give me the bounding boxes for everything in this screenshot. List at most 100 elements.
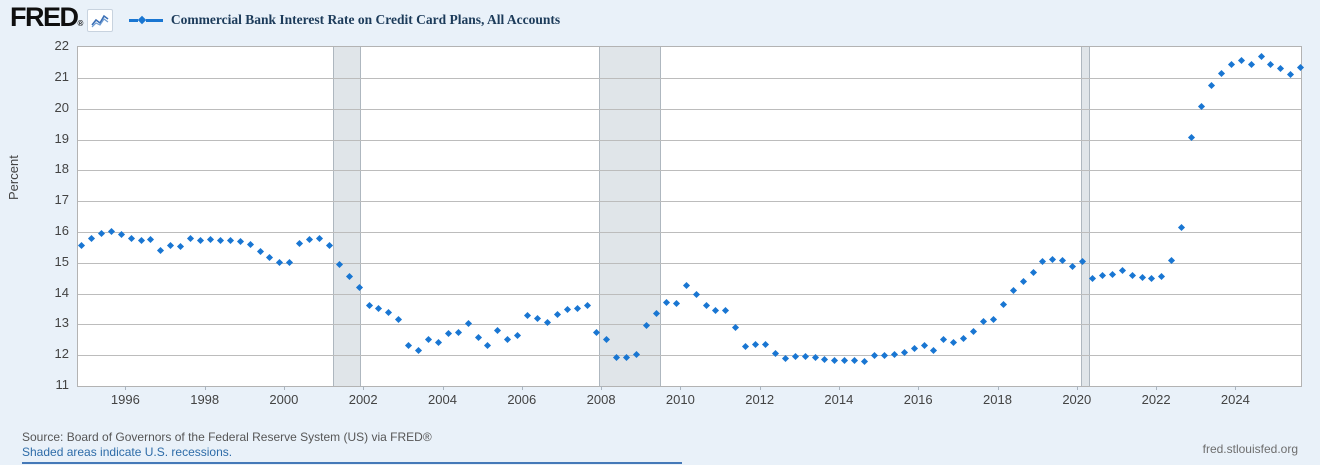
horizontal-gridline [78, 262, 1301, 264]
data-point [1039, 258, 1047, 266]
x-axis-tick-label: 1998 [190, 392, 220, 407]
x-axis-tick [759, 386, 761, 390]
data-point [1029, 268, 1037, 276]
x-axis-tick [1156, 386, 1158, 390]
horizontal-gridline [78, 324, 1301, 326]
data-point [1237, 57, 1245, 65]
x-axis-tick [680, 386, 682, 390]
horizontal-gridline [78, 170, 1301, 172]
y-axis-tick-label: 15 [54, 253, 69, 269]
data-point [1297, 63, 1305, 71]
data-point [841, 357, 849, 365]
data-point [880, 352, 888, 360]
y-axis-tick-label: 22 [54, 38, 69, 53]
recession-band [332, 47, 361, 386]
data-point [751, 340, 760, 348]
data-point [177, 242, 185, 250]
x-axis-tick-label: 2000 [269, 392, 299, 407]
data-point [256, 248, 264, 256]
data-point [375, 304, 383, 312]
x-axis-tick-label: 2002 [348, 392, 378, 407]
data-point [286, 259, 294, 267]
data-point [266, 253, 274, 261]
series-legend-marker [128, 15, 163, 25]
x-axis-tick [918, 386, 920, 390]
data-point [1227, 61, 1235, 69]
fred-logo[interactable]: FRED® [10, 1, 84, 38]
x-axis-tick-label: 2004 [428, 392, 457, 407]
data-point [1088, 275, 1097, 283]
legend-line-left [128, 18, 138, 22]
x-axis-tick [521, 386, 523, 390]
data-point [1267, 61, 1275, 69]
y-axis-tick-label: 14 [54, 284, 69, 300]
x-axis-tick [442, 386, 444, 390]
x-axis-tick [283, 386, 285, 390]
data-point [890, 350, 898, 358]
legend-line-right [145, 18, 163, 22]
x-axis-tick-label: 2016 [903, 392, 933, 407]
data-point [236, 238, 244, 246]
data-point [1247, 60, 1255, 68]
data-point [87, 234, 96, 242]
data-point [474, 334, 482, 342]
fred-site-link[interactable]: fred.stlouisfed.org [1202, 442, 1298, 456]
data-point [1257, 52, 1265, 60]
x-axis-tick-label: 2014 [824, 392, 854, 407]
data-point [514, 332, 522, 340]
horizontal-gridline [78, 355, 1301, 357]
recession-note-link[interactable]: Shaded areas indicate U.S. recessions. [22, 445, 233, 459]
x-axis-tick-label: 2020 [1062, 392, 1092, 407]
x-axis-tick [204, 386, 206, 390]
data-point [722, 307, 730, 315]
data-point [296, 240, 304, 248]
data-point [940, 335, 948, 344]
data-point [365, 301, 373, 309]
data-point [187, 235, 195, 243]
chart-footer: Source: Board of Governors of the Federa… [22, 430, 1298, 460]
x-axis-tick [1235, 386, 1237, 390]
chart-header: FRED® Commercial Bank Interest Rate on C… [10, 1, 560, 38]
horizontal-gridline [78, 108, 1301, 110]
horizontal-gridline [78, 139, 1301, 141]
x-axis-tick-label: 2010 [665, 392, 695, 407]
plot-area[interactable] [77, 46, 1305, 387]
data-point [1178, 223, 1186, 231]
y-axis-tick-label: 16 [54, 222, 69, 238]
fred-logo-text: FRED [10, 1, 79, 32]
data-point [157, 246, 165, 254]
data-point [424, 335, 432, 343]
data-point [405, 341, 413, 349]
data-point [969, 327, 978, 336]
registered-mark: ® [77, 18, 84, 28]
data-point [781, 355, 789, 363]
data-point [870, 351, 878, 360]
data-point [196, 236, 205, 244]
data-point [494, 326, 502, 335]
x-axis-tick-label: 2022 [1141, 392, 1171, 407]
data-point [1098, 272, 1106, 280]
data-point [930, 346, 938, 354]
y-axis-tick-label: 12 [54, 346, 69, 362]
x-axis-tick-label: 2006 [507, 392, 537, 407]
x-axis-tick-label: 2024 [1220, 392, 1250, 407]
data-point [692, 290, 700, 299]
data-point [1277, 64, 1285, 72]
data-point [504, 335, 512, 343]
data-point [484, 342, 492, 350]
data-point [385, 309, 393, 317]
data-point [464, 319, 472, 327]
data-point [910, 344, 918, 352]
data-point [147, 235, 155, 243]
x-axis-tick-label: 1996 [110, 392, 140, 407]
data-point [1019, 278, 1027, 286]
x-axis-tick-label: 2018 [983, 392, 1012, 407]
data-point [137, 236, 145, 244]
data-point [1217, 69, 1225, 77]
data-point [1128, 271, 1136, 279]
horizontal-gridline [78, 231, 1301, 233]
data-point [553, 310, 561, 319]
horizontal-gridline [78, 293, 1301, 295]
x-axis-tick [1076, 386, 1078, 390]
